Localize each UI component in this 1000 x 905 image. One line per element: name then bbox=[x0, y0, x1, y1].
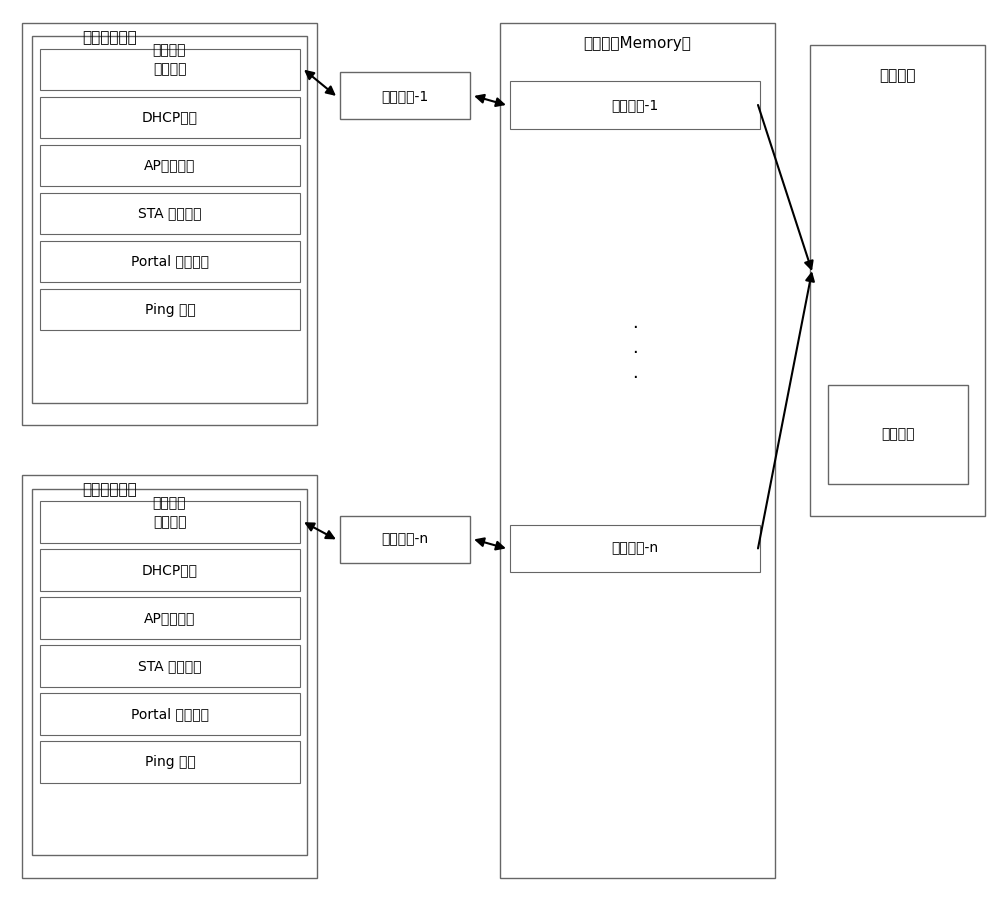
Text: 网络进程: 网络进程 bbox=[153, 515, 187, 529]
Bar bbox=[40, 145, 300, 186]
Bar bbox=[40, 97, 300, 138]
Bar bbox=[40, 241, 300, 282]
Bar bbox=[500, 23, 775, 878]
Text: 进程安排: 进程安排 bbox=[153, 496, 186, 510]
Text: AP控制进程: AP控制进程 bbox=[144, 611, 196, 625]
Text: AP控制进程: AP控制进程 bbox=[144, 158, 196, 173]
Bar bbox=[828, 385, 968, 484]
Bar bbox=[40, 741, 300, 783]
Text: Ping 进程: Ping 进程 bbox=[145, 302, 195, 317]
Bar bbox=[32, 489, 307, 855]
Text: 虚拟网卡-n: 虚拟网卡-n bbox=[381, 532, 429, 547]
Bar bbox=[810, 45, 985, 516]
Bar bbox=[40, 549, 300, 591]
Text: 存储器（Memory）: 存储器（Memory） bbox=[584, 36, 691, 52]
Bar bbox=[40, 49, 300, 90]
Text: DHCP进程: DHCP进程 bbox=[142, 563, 198, 577]
Bar bbox=[510, 525, 760, 572]
Bar bbox=[22, 475, 317, 878]
Text: STA 管理进程: STA 管理进程 bbox=[138, 659, 202, 673]
Bar bbox=[510, 81, 760, 129]
Bar bbox=[340, 72, 470, 119]
Text: Portal 认证进程: Portal 认证进程 bbox=[131, 254, 209, 269]
Bar bbox=[40, 501, 300, 543]
Bar bbox=[22, 23, 317, 425]
Text: 物理网卡: 物理网卡 bbox=[881, 427, 915, 442]
Bar bbox=[40, 645, 300, 687]
Text: 缓存队列-n: 缓存队列-n bbox=[611, 541, 659, 556]
Text: 虚拟网卡-1: 虚拟网卡-1 bbox=[381, 89, 429, 103]
Bar bbox=[40, 693, 300, 735]
Text: 虚拟主机线程: 虚拟主机线程 bbox=[82, 482, 137, 498]
Text: 虚拟主机线程: 虚拟主机线程 bbox=[82, 30, 137, 45]
Bar bbox=[32, 36, 307, 403]
Text: STA 管理进程: STA 管理进程 bbox=[138, 206, 202, 221]
Text: 网络进程: 网络进程 bbox=[153, 62, 187, 77]
Bar bbox=[340, 516, 470, 563]
Bar bbox=[40, 193, 300, 234]
Text: Portal 认证进程: Portal 认证进程 bbox=[131, 707, 209, 721]
Bar bbox=[40, 289, 300, 330]
Text: ·
·
·: · · · bbox=[632, 319, 638, 387]
Bar bbox=[40, 597, 300, 639]
Text: 缓存队列-1: 缓存队列-1 bbox=[611, 98, 659, 112]
Text: 转发线程: 转发线程 bbox=[879, 68, 916, 83]
Text: Ping 进程: Ping 进程 bbox=[145, 755, 195, 769]
Text: DHCP进程: DHCP进程 bbox=[142, 110, 198, 125]
Text: 进程调度: 进程调度 bbox=[153, 43, 186, 57]
